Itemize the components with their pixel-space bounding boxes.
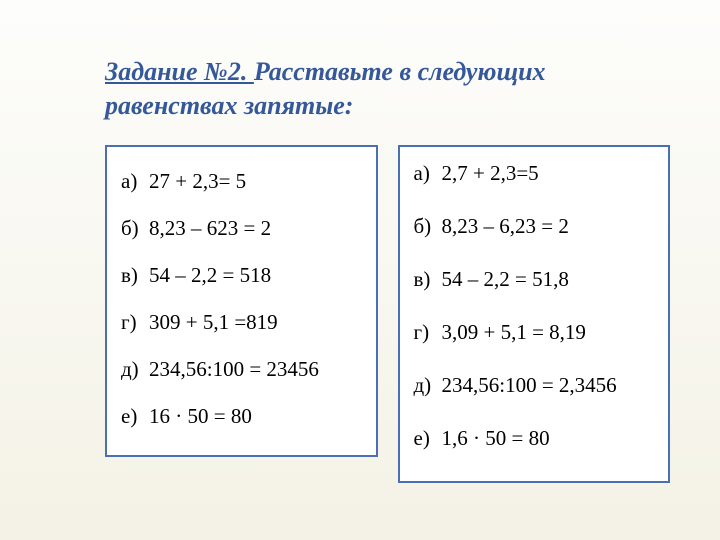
right-box: а) 2,7 + 2,3=5 б) 8,23 – 6,23 = 2 в) 54 … <box>398 145 671 483</box>
list-item: д) 234,56:100 = 23456 <box>121 357 364 382</box>
item-expression: 16 · 50 = 80 <box>149 404 364 429</box>
item-marker: е) <box>121 404 149 429</box>
list-item: б) 8,23 – 6,23 = 2 <box>414 214 657 239</box>
item-marker: в) <box>121 263 149 288</box>
item-expression: 8,23 – 623 = 2 <box>149 216 364 241</box>
list-item: а) 2,7 + 2,3=5 <box>414 161 657 186</box>
list-item: в) 54 – 2,2 = 518 <box>121 263 364 288</box>
list-item: д) 234,56:100 = 2,3456 <box>414 373 657 398</box>
item-expression: 27 + 2,3= 5 <box>149 169 364 194</box>
item-marker: д) <box>414 373 442 398</box>
item-marker: в) <box>414 267 442 292</box>
list-item: е) 1,6 · 50 = 80 <box>414 426 657 451</box>
list-item: б) 8,23 – 623 = 2 <box>121 216 364 241</box>
item-marker: б) <box>121 216 149 241</box>
item-expression: 2,7 + 2,3=5 <box>442 161 657 186</box>
task-title: Задание №2. Расставьте в следующих равен… <box>105 55 670 123</box>
item-expression: 309 + 5,1 =819 <box>149 310 364 335</box>
item-marker: б) <box>414 214 442 239</box>
list-item: г) 3,09 + 5,1 = 8,19 <box>414 320 657 345</box>
right-list: а) 2,7 + 2,3=5 б) 8,23 – 6,23 = 2 в) 54 … <box>414 161 657 451</box>
item-expression: 234,56:100 = 23456 <box>149 357 364 382</box>
left-box: а) 27 + 2,3= 5 б) 8,23 – 623 = 2 в) 54 –… <box>105 145 378 457</box>
list-item: а) 27 + 2,3= 5 <box>121 169 364 194</box>
item-expression: 3,09 + 5,1 = 8,19 <box>442 320 657 345</box>
item-expression: 234,56:100 = 2,3456 <box>442 373 657 398</box>
columns: а) 27 + 2,3= 5 б) 8,23 – 623 = 2 в) 54 –… <box>105 145 670 483</box>
item-marker: а) <box>414 161 442 186</box>
item-marker: г) <box>121 310 149 335</box>
item-marker: д) <box>121 357 149 382</box>
list-item: е) 16 · 50 = 80 <box>121 404 364 429</box>
slide: Задание №2. Расставьте в следующих равен… <box>0 0 720 540</box>
item-expression: 8,23 – 6,23 = 2 <box>442 214 657 239</box>
list-item: в) 54 – 2,2 = 51,8 <box>414 267 657 292</box>
item-marker: а) <box>121 169 149 194</box>
item-expression: 1,6 · 50 = 80 <box>442 426 657 451</box>
item-expression: 54 – 2,2 = 51,8 <box>442 267 657 292</box>
list-item: г) 309 + 5,1 =819 <box>121 310 364 335</box>
title-underlined: Задание №2. <box>105 57 254 86</box>
item-marker: е) <box>414 426 442 451</box>
item-marker: г) <box>414 320 442 345</box>
left-list: а) 27 + 2,3= 5 б) 8,23 – 623 = 2 в) 54 –… <box>121 169 364 429</box>
item-expression: 54 – 2,2 = 518 <box>149 263 364 288</box>
